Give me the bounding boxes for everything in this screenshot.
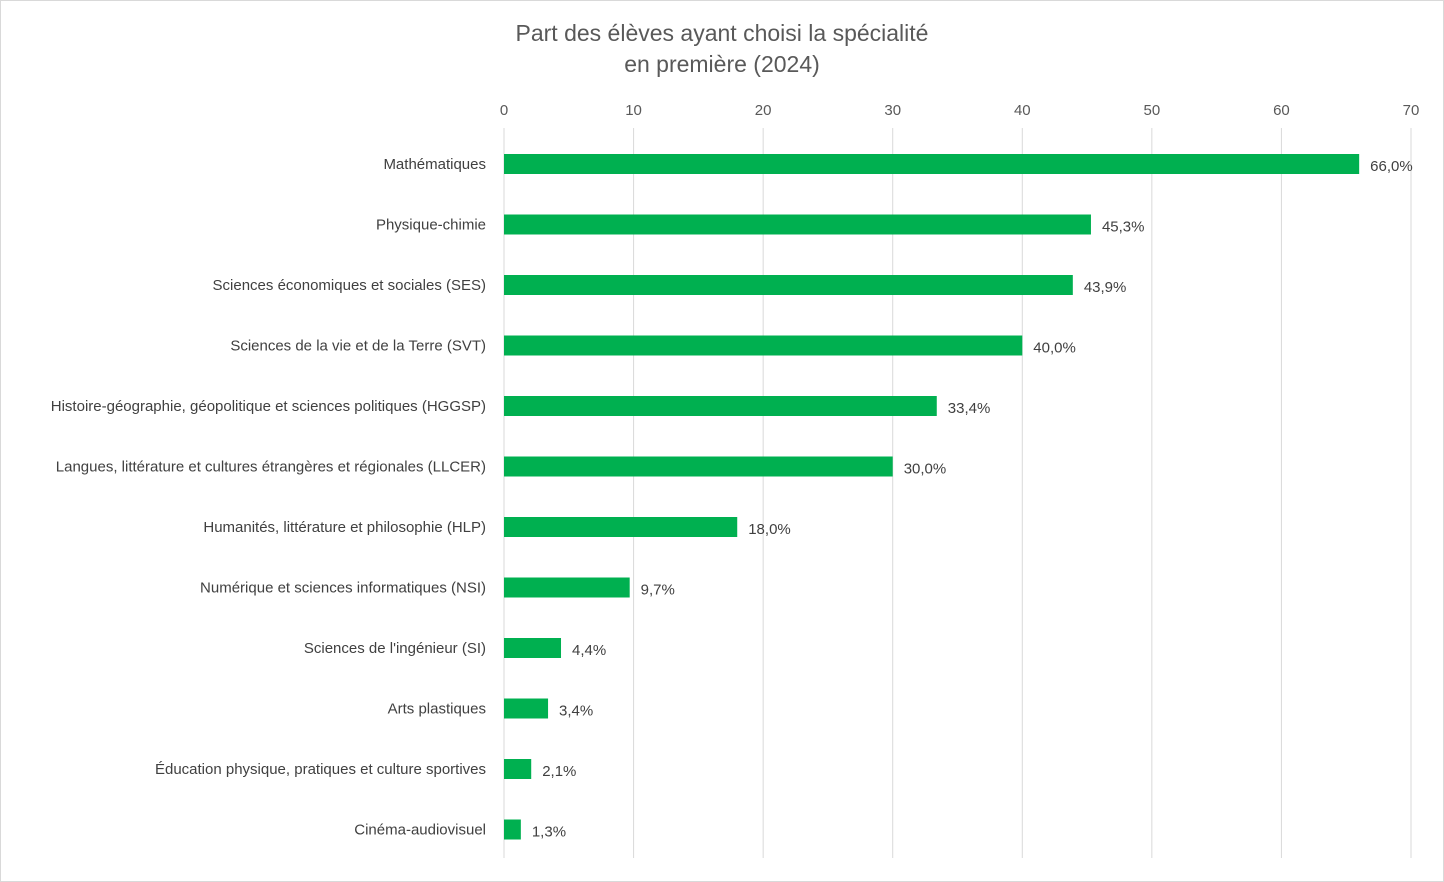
x-tick-label: 70: [1403, 102, 1420, 119]
data-label: 40,0%: [1033, 340, 1076, 357]
x-tick-label: 40: [1014, 102, 1031, 119]
bar: [504, 638, 562, 658]
x-tick-label: 10: [625, 102, 642, 119]
data-labels: 66,0% 45,3% 43,9% 40,0% 33,4% 30,0% 18,0% 9,7% 4…: [532, 158, 1413, 841]
category-label: Physique-chimie: [376, 217, 486, 234]
data-label: 43,9%: [1084, 279, 1127, 296]
bar: [504, 698, 549, 719]
x-tick-label: 60: [1273, 102, 1290, 119]
gridlines: [503, 128, 1412, 858]
chart-title: Part des élèves ayant choisi la spéciali…: [0, 18, 1444, 80]
category-label: Arts plastiques: [388, 701, 486, 718]
bar: [504, 517, 738, 537]
bar: [504, 819, 521, 840]
category-label: Numérique et sciences informatiques (NSI…: [200, 580, 486, 597]
data-label: 30,0%: [904, 461, 947, 478]
bar: [504, 335, 1023, 356]
bar: [504, 456, 893, 477]
data-label: 3,4%: [559, 703, 593, 720]
category-label: Humanités, littérature et philosophie (H…: [203, 519, 486, 536]
chart-title-line-1: Part des élèves ayant choisi la spéciali…: [515, 20, 929, 46]
bar: [504, 154, 1360, 174]
category-label: Sciences économiques et sociales (SES): [213, 277, 486, 294]
bars: [504, 154, 1360, 840]
data-label: 9,7%: [641, 582, 675, 599]
bar: [504, 396, 937, 416]
data-label: 4,4%: [572, 642, 606, 659]
category-label: Langues, littérature et cultures étrangè…: [56, 459, 486, 476]
data-label: 33,4%: [948, 400, 991, 417]
bar: [504, 275, 1073, 295]
data-label: 45,3%: [1102, 219, 1145, 236]
category-label: Sciences de la vie et de la Terre (SVT): [230, 338, 486, 355]
x-tick-label: 0: [500, 102, 508, 119]
data-label: 1,3%: [532, 824, 566, 841]
x-axis-ticks: 0 10 20 30 40 50 60 70: [500, 102, 1420, 119]
category-label: Éducation physique, pratiques et culture…: [155, 761, 486, 778]
bar: [504, 214, 1091, 235]
category-label: Mathématiques: [383, 156, 486, 173]
category-label: Histoire-géographie, géopolitique et sci…: [51, 398, 486, 415]
data-label: 18,0%: [748, 521, 791, 538]
x-tick-label: 50: [1144, 102, 1161, 119]
category-labels: Mathématiques Physique-chimie Sciences éco…: [51, 156, 486, 839]
x-tick-label: 20: [755, 102, 772, 119]
data-label: 66,0%: [1370, 158, 1413, 175]
bar: [504, 577, 630, 598]
data-label: 2,1%: [542, 763, 576, 780]
category-label: Sciences de l'ingénieur (SI): [304, 640, 486, 657]
x-tick-label: 30: [884, 102, 901, 119]
chart-title-line-2: en première (2024): [624, 51, 820, 77]
category-label: Cinéma-audiovisuel: [354, 822, 486, 839]
bar: [504, 759, 532, 779]
